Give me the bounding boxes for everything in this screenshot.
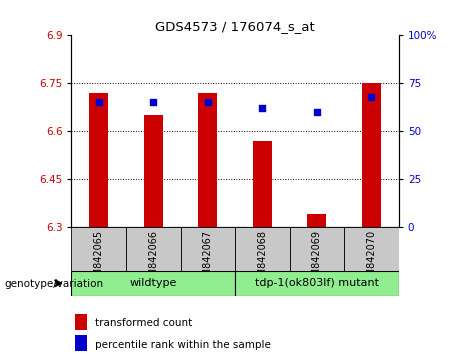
Bar — [71, 271, 235, 296]
Text: genotype/variation: genotype/variation — [5, 279, 104, 289]
Bar — [144, 115, 163, 227]
Text: percentile rank within the sample: percentile rank within the sample — [95, 339, 271, 350]
Bar — [71, 227, 126, 271]
Bar — [290, 227, 344, 271]
Bar — [307, 214, 326, 227]
Text: transformed count: transformed count — [95, 318, 192, 329]
Bar — [75, 335, 87, 350]
Bar — [253, 141, 272, 227]
Point — [368, 94, 375, 99]
Text: tdp-1(ok803lf) mutant: tdp-1(ok803lf) mutant — [255, 278, 379, 288]
Text: wildtype: wildtype — [130, 278, 177, 288]
Bar — [198, 93, 218, 227]
Text: GSM842065: GSM842065 — [94, 230, 104, 289]
Text: GSM842066: GSM842066 — [148, 230, 158, 289]
Bar — [362, 83, 381, 227]
Point — [204, 99, 212, 105]
Text: GSM842069: GSM842069 — [312, 230, 322, 289]
Text: GSM842068: GSM842068 — [257, 230, 267, 289]
Text: GSM842067: GSM842067 — [203, 230, 213, 289]
Point — [149, 99, 157, 105]
Title: GDS4573 / 176074_s_at: GDS4573 / 176074_s_at — [155, 20, 315, 33]
Point — [313, 109, 321, 115]
Bar — [181, 227, 235, 271]
Bar — [344, 227, 399, 271]
Point — [259, 105, 266, 111]
Bar — [75, 314, 87, 330]
Bar — [235, 227, 290, 271]
Bar — [126, 227, 181, 271]
Bar — [89, 93, 108, 227]
Bar — [235, 271, 399, 296]
Text: GSM842070: GSM842070 — [366, 230, 377, 289]
Point — [95, 99, 102, 105]
